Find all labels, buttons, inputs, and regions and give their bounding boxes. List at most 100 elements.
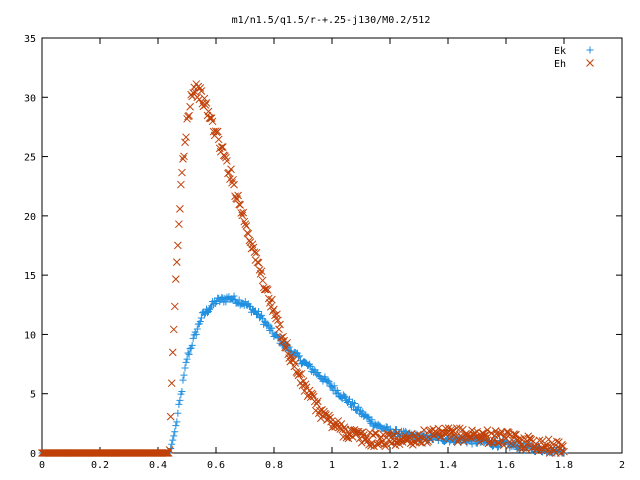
eh-point [202, 99, 211, 107]
data-marks [38, 80, 568, 457]
eh-point [197, 87, 206, 95]
eh-point [238, 211, 247, 220]
ek-point [340, 392, 348, 400]
eh-point [217, 143, 226, 152]
eh-point [270, 305, 278, 314]
x-tick-label: 0.6 [207, 460, 225, 471]
y-tick-label: 10 [24, 330, 36, 341]
x-tick-label: 1.4 [439, 460, 457, 471]
eh-point [452, 424, 461, 432]
ek-point [196, 318, 204, 326]
ek-point [314, 369, 322, 377]
eh-point [225, 168, 233, 177]
legend: Ek Eh [554, 46, 594, 70]
ek-point [560, 449, 568, 457]
x-tick-label: 0.8 [265, 460, 283, 471]
ek-point [334, 389, 342, 397]
x-tick-label: 1 [329, 460, 335, 471]
eh-point [291, 359, 300, 367]
ek-point [193, 325, 201, 333]
eh-point [351, 427, 360, 436]
eh-point [174, 241, 182, 250]
legend-marker-ek [586, 46, 594, 54]
ek-point [255, 307, 263, 315]
chart-title: m1/n1.5/q1.5/r-+.25-j130/M0.2/512 [232, 15, 431, 26]
eh-point [260, 285, 269, 294]
ek-point [235, 296, 243, 304]
eh-point [460, 437, 468, 446]
eh-point [482, 431, 491, 439]
eh-point [533, 445, 542, 454]
eh-point [257, 267, 266, 276]
eh-point [234, 191, 242, 200]
eh-point [313, 397, 322, 406]
ek-point [494, 443, 502, 451]
eh-point [229, 175, 237, 184]
legend-marker-eh [586, 59, 594, 67]
ek-point [341, 393, 349, 401]
ek-point [174, 409, 182, 417]
eh-point [204, 107, 213, 116]
ek-point [171, 428, 179, 436]
eh-point [380, 440, 389, 449]
eh-point [241, 220, 250, 229]
eh-point [161, 449, 170, 457]
eh-point [275, 325, 283, 334]
eh-point [223, 157, 231, 165]
eh-point [491, 427, 500, 435]
eh-point [236, 201, 245, 209]
eh-point [176, 205, 184, 213]
eh-point [242, 222, 251, 230]
eh-point [267, 295, 276, 304]
ek-point [173, 418, 181, 426]
eh-point [325, 411, 333, 420]
y-tick-label: 0 [30, 449, 36, 460]
eh-point [165, 446, 174, 454]
legend-label-ek: Ek [554, 46, 566, 57]
ek-point [355, 403, 363, 411]
eh-point [496, 430, 505, 439]
ek-point [175, 400, 183, 408]
eh-point [545, 449, 554, 457]
ek-point [185, 350, 193, 358]
eh-point [200, 94, 209, 103]
x-tick-label: 0.4 [149, 460, 167, 471]
eh-point [473, 427, 482, 436]
ek-point [178, 387, 186, 395]
ek-point [188, 341, 196, 349]
eh-point [185, 111, 193, 120]
ek-point [359, 408, 367, 416]
eh-point [528, 443, 537, 452]
x-tick-label: 0.2 [91, 460, 109, 471]
eh-point [179, 154, 187, 163]
eh-point [434, 424, 443, 433]
y-tick-label: 35 [24, 34, 36, 45]
eh-point [340, 423, 349, 432]
ek-point [295, 352, 303, 360]
eh-point [283, 338, 292, 347]
ek-point [181, 364, 189, 372]
eh-point [227, 165, 235, 174]
ek-point [230, 292, 238, 300]
eh-point [493, 438, 502, 447]
eh-point [182, 133, 190, 142]
eh-point [166, 412, 175, 421]
ek-point [189, 334, 197, 342]
ek-point [351, 399, 359, 407]
eh-point [511, 431, 519, 439]
eh-point [393, 428, 402, 437]
ek-point [258, 311, 266, 319]
eh-point [504, 428, 513, 437]
y-tick-label: 20 [24, 212, 36, 223]
eh-point [525, 434, 534, 443]
eh-point [226, 175, 234, 184]
y-tick-label: 25 [24, 153, 36, 164]
eh-point [483, 426, 492, 434]
ek-point [182, 358, 190, 366]
eh-point [175, 220, 183, 229]
eh-point [312, 399, 321, 408]
eh-point [169, 325, 178, 334]
eh-point [494, 439, 503, 447]
eh-point [499, 441, 508, 450]
eh-point [240, 217, 249, 226]
